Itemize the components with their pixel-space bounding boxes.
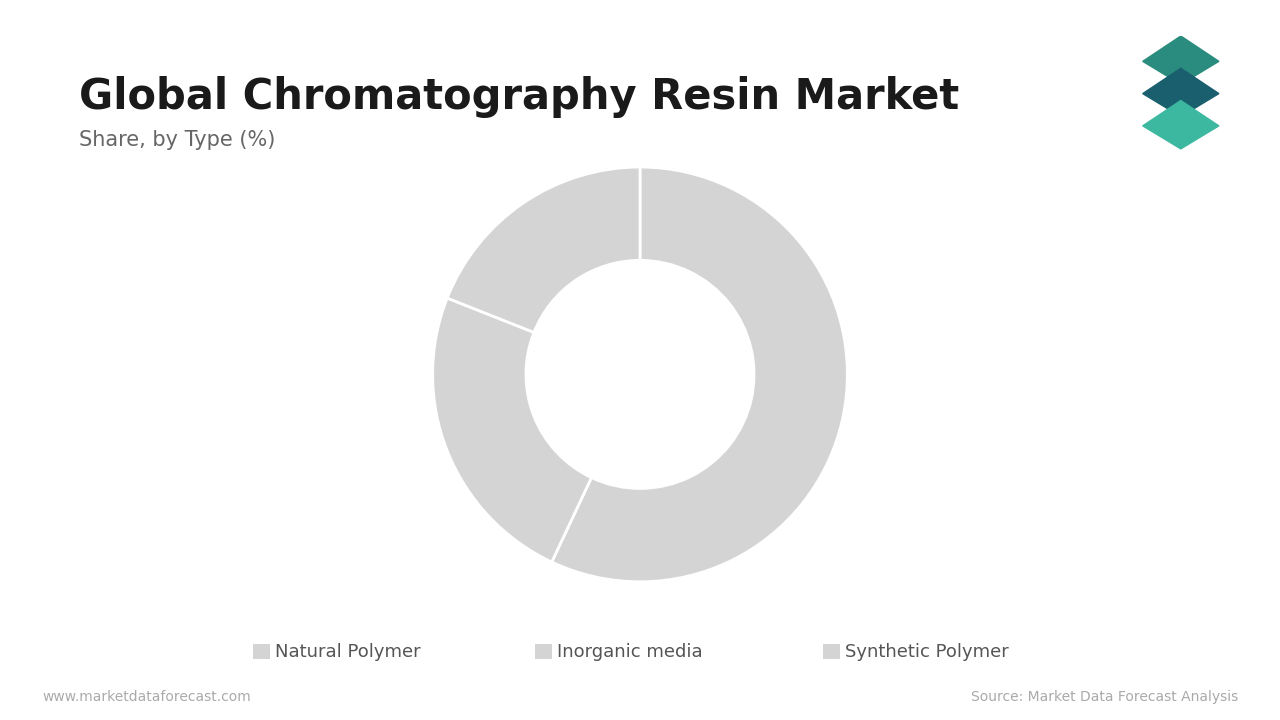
Text: Global Chromatography Resin Market: Global Chromatography Resin Market bbox=[79, 76, 960, 117]
Text: Natural Polymer: Natural Polymer bbox=[275, 642, 421, 661]
Text: Inorganic media: Inorganic media bbox=[557, 642, 703, 661]
Polygon shape bbox=[1143, 101, 1219, 149]
Text: www.marketdataforecast.com: www.marketdataforecast.com bbox=[42, 690, 251, 704]
Polygon shape bbox=[1143, 36, 1219, 84]
Text: Synthetic Polymer: Synthetic Polymer bbox=[845, 642, 1009, 661]
Wedge shape bbox=[552, 167, 847, 582]
Wedge shape bbox=[447, 167, 640, 333]
Text: Share, by Type (%): Share, by Type (%) bbox=[79, 130, 275, 150]
Polygon shape bbox=[1143, 68, 1219, 117]
Wedge shape bbox=[433, 298, 591, 562]
Text: Source: Market Data Forecast Analysis: Source: Market Data Forecast Analysis bbox=[970, 690, 1238, 704]
